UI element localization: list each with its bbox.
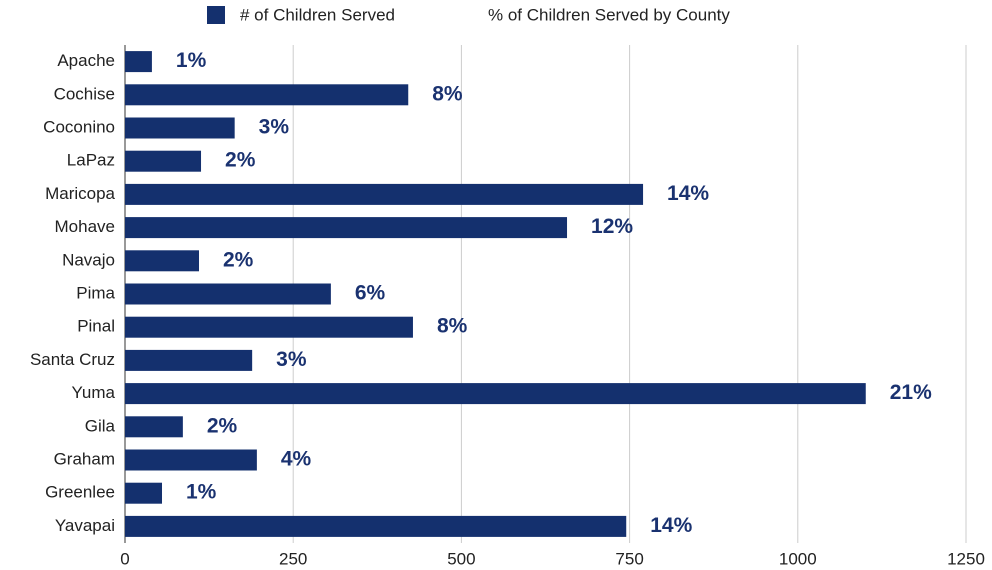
legend-label: # of Children Served bbox=[240, 5, 395, 24]
bar bbox=[125, 117, 235, 139]
bar bbox=[125, 217, 568, 239]
y-tick-label: Yuma bbox=[72, 383, 116, 402]
y-tick-label: Cochise bbox=[54, 84, 115, 103]
bar bbox=[125, 283, 331, 305]
x-tick-label: 1000 bbox=[779, 549, 817, 568]
value-label: 1% bbox=[186, 481, 217, 504]
y-tick-label: Graham bbox=[54, 449, 115, 468]
x-tick-label: 250 bbox=[279, 549, 307, 568]
y-tick-label: Pima bbox=[76, 283, 115, 302]
y-tick-label: Mohave bbox=[55, 217, 115, 236]
value-label: 14% bbox=[667, 182, 709, 205]
legend-label: % of Children Served by County bbox=[488, 5, 730, 24]
value-label: 12% bbox=[591, 215, 633, 238]
legend-swatch bbox=[207, 6, 225, 24]
y-tick-label: Pinal bbox=[77, 317, 115, 336]
value-label: 8% bbox=[437, 315, 468, 338]
y-tick-label: Maricopa bbox=[45, 184, 115, 203]
value-label: 3% bbox=[276, 348, 307, 371]
bar bbox=[125, 482, 163, 504]
value-label: 2% bbox=[207, 414, 238, 437]
bar bbox=[125, 150, 202, 172]
value-label: 1% bbox=[176, 49, 207, 72]
value-label: 2% bbox=[223, 248, 254, 271]
y-tick-label: Gila bbox=[85, 416, 116, 435]
x-tick-label: 0 bbox=[120, 549, 129, 568]
x-tick-label: 1250 bbox=[947, 549, 985, 568]
y-tick-label: Greenlee bbox=[45, 483, 115, 502]
bar bbox=[125, 515, 627, 537]
y-tick-label: LaPaz bbox=[67, 151, 115, 170]
y-tick-label: Apache bbox=[57, 51, 115, 70]
y-tick-label: Coconino bbox=[43, 117, 115, 136]
bar bbox=[125, 383, 866, 405]
bar bbox=[125, 250, 200, 272]
bar bbox=[125, 84, 409, 106]
value-label: 14% bbox=[650, 514, 692, 537]
bar bbox=[125, 449, 257, 471]
y-tick-label: Santa Cruz bbox=[30, 350, 115, 369]
value-label: 6% bbox=[355, 282, 386, 305]
x-tick-label: 500 bbox=[447, 549, 475, 568]
x-tick-label: 750 bbox=[615, 549, 643, 568]
bar bbox=[125, 349, 253, 371]
y-tick-label: Navajo bbox=[62, 250, 115, 269]
value-label: 3% bbox=[259, 116, 290, 139]
bar bbox=[125, 183, 644, 205]
value-label: 8% bbox=[432, 82, 463, 105]
y-tick-label: Yavapai bbox=[55, 516, 115, 535]
bar bbox=[125, 51, 152, 73]
value-label: 2% bbox=[225, 149, 256, 172]
bar bbox=[125, 316, 413, 338]
bar bbox=[125, 416, 183, 438]
value-label: 4% bbox=[281, 448, 312, 471]
value-label: 21% bbox=[890, 381, 932, 404]
